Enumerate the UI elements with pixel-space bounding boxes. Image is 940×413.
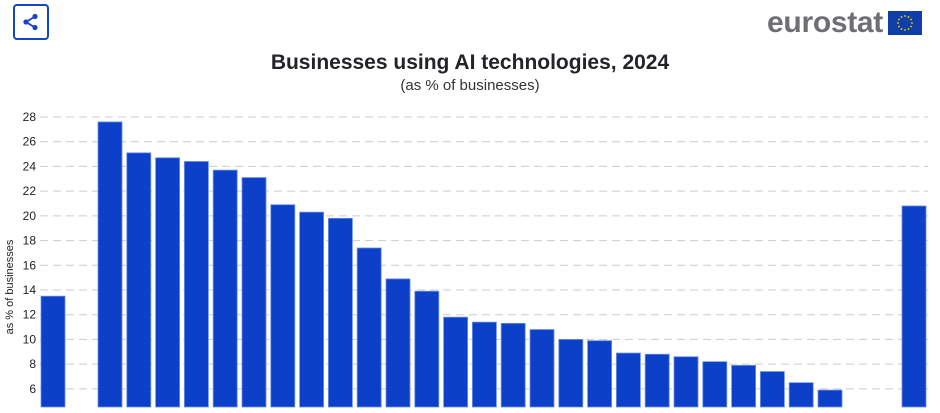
bar[interactable] — [327, 217, 353, 408]
flag-star — [910, 25, 912, 28]
flag-star — [907, 16, 910, 18]
bar[interactable] — [241, 177, 267, 408]
y-tick-label: 16 — [23, 258, 37, 272]
eurostat-logo: eurostat — [767, 8, 922, 38]
bar[interactable] — [500, 322, 526, 408]
bar[interactable] — [731, 364, 756, 408]
flag-star — [897, 22, 899, 24]
flag-star — [904, 29, 906, 31]
y-tick-label: 6 — [29, 382, 36, 396]
eu-flag-icon — [888, 11, 922, 35]
bar[interactable] — [788, 382, 814, 408]
y-tick-label: 28 — [23, 110, 37, 124]
bar[interactable] — [616, 352, 641, 408]
y-tick-label: 20 — [23, 209, 37, 223]
bar[interactable] — [270, 204, 296, 408]
bar[interactable] — [529, 329, 555, 408]
y-tick-label: 18 — [23, 234, 37, 248]
flag-star — [904, 15, 906, 17]
bar[interactable] — [356, 247, 382, 408]
bar[interactable] — [97, 121, 123, 408]
flag-star — [907, 28, 910, 30]
bar[interactable] — [212, 169, 238, 408]
y-tick-label: 12 — [23, 308, 37, 322]
flag-background — [888, 11, 922, 35]
y-axis-label: as % of businesses — [4, 239, 16, 334]
bar[interactable] — [558, 339, 584, 408]
bar[interactable] — [126, 152, 152, 408]
bar[interactable] — [673, 356, 699, 408]
bar[interactable] — [817, 389, 843, 408]
bar[interactable] — [702, 361, 728, 408]
y-tick-label: 10 — [23, 332, 37, 346]
flag-star — [900, 16, 903, 18]
flag-star — [898, 25, 900, 28]
bar[interactable] — [760, 371, 785, 408]
bar[interactable] — [385, 278, 411, 408]
y-tick-label: 26 — [23, 135, 37, 149]
flag-star — [910, 18, 912, 21]
bar[interactable] — [644, 353, 670, 408]
bar[interactable] — [587, 340, 612, 408]
logo-text: eurostat — [767, 6, 883, 39]
bar[interactable] — [901, 205, 927, 408]
chart-title: Businesses using AI technologies, 2024 — [270, 51, 670, 74]
share-button[interactable] — [13, 4, 49, 40]
y-tick-label: 22 — [23, 184, 37, 198]
share-icon — [23, 13, 38, 31]
bar[interactable] — [299, 211, 325, 408]
flag-star — [911, 22, 913, 24]
bar[interactable] — [155, 157, 181, 408]
bar[interactable] — [183, 161, 209, 408]
flag-star — [900, 28, 903, 30]
y-tick-label: 14 — [23, 283, 37, 297]
bar[interactable] — [471, 321, 497, 408]
y-tick-label: 24 — [23, 159, 37, 173]
chart-subtitle: (as % of businesses) — [400, 77, 540, 94]
bar[interactable] — [40, 295, 66, 408]
bar[interactable] — [443, 316, 469, 408]
flag-star — [898, 18, 900, 21]
bar[interactable] — [414, 290, 440, 408]
y-tick-label: 8 — [29, 357, 36, 371]
